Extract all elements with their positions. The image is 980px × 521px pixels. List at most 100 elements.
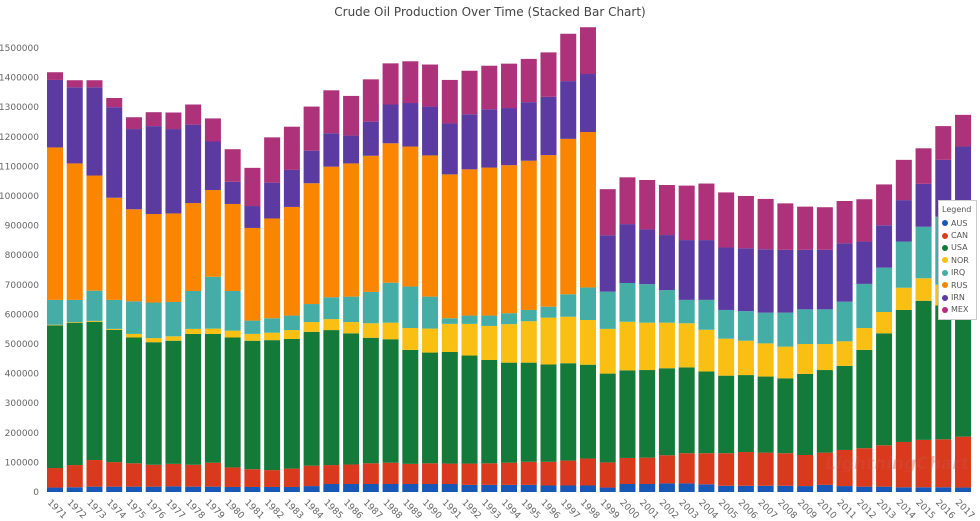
bar-segment-rus-1979 (204, 190, 221, 277)
y-tick-label: 700000 (5, 281, 40, 291)
bar-segment-usa-2003 (678, 367, 695, 454)
bar-segment-nor-1977 (165, 336, 182, 341)
bar-segment-aus-1992 (461, 484, 478, 492)
legend-item-irn[interactable]: IRN (942, 291, 973, 303)
bar-segment-nor-1997 (560, 316, 577, 364)
x-tick-label: 1992 (459, 498, 482, 521)
bar-segment-usa-1977 (165, 340, 182, 464)
bar-segment-nor-2001 (639, 322, 656, 371)
bar-segment-irq-1971 (47, 299, 63, 325)
bar-segment-irn-1993 (481, 109, 498, 168)
bar-segment-aus-1991 (441, 484, 458, 492)
bar-segment-aus-1977 (165, 486, 182, 492)
bar-segment-can-2017 (955, 436, 972, 488)
bar-segment-aus-2011 (836, 486, 853, 492)
bar-segment-usa-1982 (264, 340, 281, 471)
bar-segment-aus-2014 (895, 487, 912, 492)
bar-segment-irn-2007 (757, 249, 774, 313)
legend-item-rus[interactable]: RUS (942, 279, 973, 291)
x-tick-label: 2011 (834, 498, 857, 521)
chart-title: Crude Oil Production Over Time (Stacked … (334, 5, 646, 19)
y-tick-label: 900000 (5, 222, 40, 232)
bar-segment-irq-1973 (86, 290, 103, 321)
legend-marker-icon (942, 269, 948, 276)
bar-segment-aus-1971 (47, 487, 63, 492)
x-tick-label: 2005 (716, 498, 739, 521)
bar-segment-usa-2014 (895, 309, 912, 442)
x-tick-label: 1980 (223, 498, 246, 521)
bar-segment-irq-1992 (461, 315, 478, 324)
bar-segment-usa-1975 (125, 337, 142, 464)
legend-label: IRQ (951, 268, 966, 278)
bar-segment-can-2009 (797, 454, 814, 487)
legend-item-irq[interactable]: IRQ (942, 267, 973, 279)
bar-segment-irq-1999 (599, 291, 616, 329)
bar-segment-nor-1987 (362, 323, 379, 338)
bar-segment-usa-1988 (382, 339, 399, 463)
bar-segment-rus-1995 (520, 160, 537, 310)
bar-segment-mex-1982 (264, 137, 281, 183)
bar-segment-can-1994 (501, 462, 518, 485)
bar-segment-nor-2012 (856, 328, 873, 350)
bar-segment-rus-1983 (283, 206, 300, 316)
bar-segment-irq-1995 (520, 309, 537, 322)
bar-segment-aus-1995 (520, 484, 537, 492)
bar-segment-mex-1984 (303, 106, 320, 151)
bar-segment-mex-1999 (599, 189, 616, 236)
legend-item-can[interactable]: CAN (942, 229, 973, 241)
bar-segment-irq-1988 (382, 282, 399, 323)
x-tick-label: 2000 (617, 498, 640, 521)
legend-item-usa[interactable]: USA (942, 242, 973, 254)
bar-segment-mex-1986 (343, 95, 360, 136)
bar-segment-aus-1975 (125, 486, 142, 492)
bar-segment-can-1990 (422, 463, 439, 485)
bar-segment-can-1978 (185, 464, 202, 487)
bar-segment-usa-1997 (560, 363, 577, 461)
bar-segment-irq-1987 (362, 291, 379, 324)
bar-segment-irq-2011 (836, 301, 853, 342)
bar-segment-mex-1977 (165, 112, 182, 130)
bar-segment-usa-1986 (343, 333, 360, 465)
bar-segment-can-1980 (224, 467, 241, 487)
bar-segment-rus-1981 (244, 227, 261, 321)
bar-segment-mex-2008 (777, 203, 794, 250)
y-tick-label: 500000 (5, 340, 40, 350)
bar-segment-usa-1996 (540, 364, 557, 462)
x-tick-label: 1995 (519, 498, 542, 521)
bar-segment-mex-1974 (106, 97, 123, 108)
bar-segment-irn-2000 (619, 224, 636, 284)
bar-segment-usa-2013 (876, 333, 893, 446)
bar-segment-irn-1987 (362, 121, 379, 156)
bar-segment-irq-1989 (402, 286, 419, 329)
bar-segment-rus-1976 (145, 214, 162, 303)
y-tick-label: 300000 (5, 399, 40, 409)
x-tick-label: 2006 (736, 498, 759, 521)
bar-segment-mex-2002 (658, 185, 675, 236)
bar-segment-rus-1978 (185, 203, 202, 291)
bar-segment-can-1973 (86, 460, 103, 487)
bar-segment-nor-2002 (658, 322, 675, 369)
bar-segment-mex-2005 (718, 192, 735, 248)
legend-marker-icon (942, 306, 948, 313)
bar-segment-irq-1990 (422, 296, 439, 329)
bar-segment-aus-1981 (244, 486, 261, 492)
bar-segment-aus-2008 (777, 485, 794, 492)
bar-segment-rus-1992 (461, 169, 478, 316)
legend-item-mex[interactable]: MEX (942, 304, 973, 316)
bar-segment-irq-2005 (718, 309, 735, 339)
bar-segment-irq-2008 (777, 312, 794, 347)
x-tick-label: 1998 (578, 498, 601, 521)
bar-segment-rus-1977 (165, 213, 182, 302)
bar-segment-can-2013 (876, 445, 893, 487)
bar-segment-irq-2003 (678, 299, 695, 324)
legend-item-aus[interactable]: AUS (942, 217, 973, 229)
legend-item-nor[interactable]: NOR (942, 254, 973, 266)
y-tick-label: 100000 (5, 458, 40, 468)
bar-segment-irq-2000 (619, 283, 636, 322)
bar-segment-mex-1998 (579, 27, 596, 75)
bar-segment-irn-1974 (106, 107, 123, 198)
bar-segment-mex-2010 (816, 207, 833, 250)
bar-segment-irq-2012 (856, 283, 873, 329)
bar-segment-usa-2009 (797, 373, 814, 455)
bar-segment-nor-1971 (47, 324, 63, 326)
